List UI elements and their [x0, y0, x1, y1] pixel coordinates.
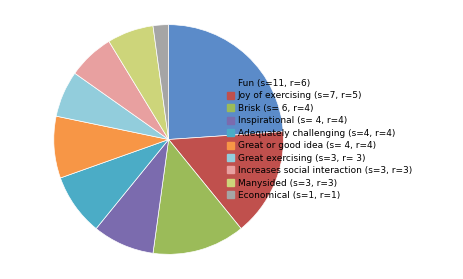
- Wedge shape: [60, 140, 169, 229]
- Wedge shape: [153, 25, 169, 140]
- Wedge shape: [169, 132, 283, 229]
- Wedge shape: [153, 140, 241, 254]
- Wedge shape: [96, 140, 169, 253]
- Wedge shape: [56, 73, 169, 140]
- Wedge shape: [169, 25, 283, 140]
- Legend: Fun (s=11, r=6), Joy of exercising (s=7, r=5), Brisk (s= 6, r=4), Inspirational : Fun (s=11, r=6), Joy of exercising (s=7,…: [227, 79, 412, 200]
- Wedge shape: [109, 26, 169, 140]
- Wedge shape: [75, 41, 169, 140]
- Wedge shape: [54, 116, 169, 178]
